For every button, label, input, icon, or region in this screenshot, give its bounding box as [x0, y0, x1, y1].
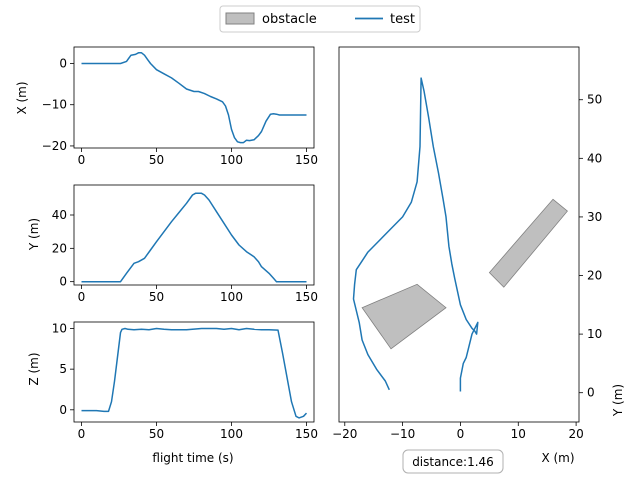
- z-vs-time-xlabel: flight time (s): [152, 451, 233, 465]
- xy-map-series-line: [352, 77, 479, 392]
- xtick-label: 100: [220, 290, 243, 304]
- distance-annotation: distance:1.46: [402, 449, 504, 474]
- ytick-label: 20: [52, 241, 67, 255]
- xy-map-xlabel: X (m): [541, 451, 574, 465]
- ytick-label: 0: [59, 56, 67, 70]
- distance-annotation-box: [402, 449, 504, 474]
- ytick-label: 40: [587, 151, 602, 165]
- xtick-label: −10: [390, 427, 415, 441]
- xtick-label: 0: [78, 427, 86, 441]
- y-vs-time-series-line: [81, 192, 307, 283]
- y-vs-time-ylabel: Y (m): [27, 218, 41, 251]
- z-vs-time-yticks: 0 5 10: [52, 322, 74, 417]
- z-vs-time-frame: [73, 321, 315, 423]
- xtick-label: 0: [78, 290, 86, 304]
- x-vs-time-axes: 0 50 100 150 0 −10 −20 X (m): [15, 46, 318, 167]
- legend-test-label: test: [390, 12, 415, 27]
- ytick-label: 50: [587, 93, 602, 107]
- y-vs-time-axes: 0 50 100 150 0 20 40 Y (m): [27, 184, 318, 304]
- y-vs-time-frame: [73, 184, 315, 286]
- ytick-label: 0: [587, 386, 595, 400]
- xtick-label: 50: [149, 153, 164, 167]
- legend-obstacle-swatch: [225, 12, 255, 25]
- ytick-label: 0: [59, 275, 67, 289]
- xy-map-frame: [338, 46, 580, 423]
- distance-annotation-text: distance:1.46: [412, 455, 494, 469]
- xtick-label: 20: [568, 427, 583, 441]
- ytick-label: 40: [52, 208, 67, 222]
- xtick-label: 0: [78, 153, 86, 167]
- ytick-label: 30: [587, 210, 602, 224]
- xtick-label: 10: [511, 427, 526, 441]
- xtick-label: 100: [220, 153, 243, 167]
- legend: obstacle test: [219, 5, 421, 33]
- xtick-label: 50: [149, 290, 164, 304]
- ytick-label: −10: [42, 98, 67, 112]
- xy-map-obstacles: [361, 198, 568, 350]
- xtick-label: 150: [295, 290, 318, 304]
- z-vs-time-xticks: 0 50 100 150: [78, 422, 318, 441]
- legend-frame: [219, 5, 421, 33]
- legend-obstacle-label: obstacle: [262, 12, 317, 27]
- ytick-label: −20: [42, 139, 67, 153]
- xy-map-axes: −20 −10 0 10 20 0 10 20 30 40 50 X (m) Y (m): [332, 46, 625, 465]
- xy-map-ylabel: Y (m): [611, 384, 625, 417]
- ytick-label: 10: [587, 327, 602, 341]
- x-vs-time-frame: [73, 46, 315, 149]
- xtick-label: 0: [457, 427, 465, 441]
- z-vs-time-ylabel: Z (m): [27, 352, 41, 385]
- ytick-label: 5: [59, 362, 67, 376]
- xtick-label: 150: [295, 427, 318, 441]
- y-vs-time-xticks: 0 50 100 150: [78, 285, 318, 304]
- ytick-label: 0: [59, 403, 67, 417]
- xy-map-xticks: −20 −10 0 10 20: [332, 422, 584, 441]
- ytick-label: 20: [587, 269, 602, 283]
- x-vs-time-series-line: [81, 52, 307, 144]
- xtick-label: −20: [332, 427, 357, 441]
- z-vs-time-series-line: [81, 327, 308, 419]
- xtick-label: 50: [149, 427, 164, 441]
- xtick-label: 100: [220, 427, 243, 441]
- xtick-label: 150: [295, 153, 318, 167]
- x-vs-time-yticks: 0 −10 −20: [42, 56, 74, 153]
- x-vs-time-ylabel: X (m): [15, 81, 29, 114]
- xy-map-yticks: 0 10 20 30 40 50: [579, 93, 602, 400]
- ytick-label: 10: [52, 322, 67, 336]
- z-vs-time-axes: 0 50 100 150 0 5 10 Z (m) flight time (s): [27, 322, 318, 465]
- obstacle-polygon-1: [361, 283, 447, 350]
- y-vs-time-yticks: 0 20 40: [52, 208, 74, 289]
- x-vs-time-xticks: 0 50 100 150: [78, 148, 318, 167]
- obstacle-polygon-2: [488, 198, 568, 288]
